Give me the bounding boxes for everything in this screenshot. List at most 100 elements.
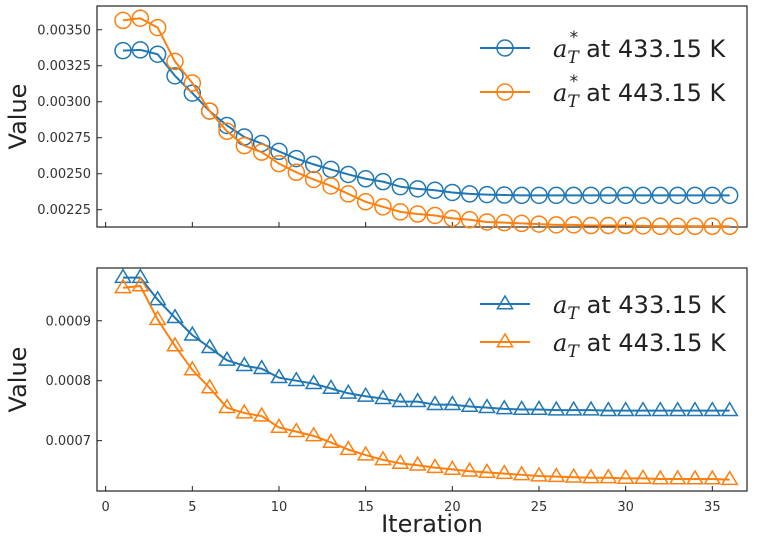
data-point: [720, 217, 739, 236]
data-point: [148, 45, 167, 63]
data-point: [703, 401, 722, 417]
legend-label: aT at 443.15 K: [553, 329, 727, 362]
data-point: [512, 400, 531, 416]
data-point: [668, 217, 687, 236]
data-point: [703, 469, 722, 485]
series-line: [122, 48, 730, 197]
data-point: [114, 278, 132, 294]
legend-entry: aT* at 443.15 K: [480, 72, 727, 112]
data-point: [114, 268, 132, 284]
data-point: [512, 186, 531, 205]
legend-marker: [496, 332, 514, 348]
legend-entry: aT at 443.15 K: [480, 329, 727, 362]
data-point: [148, 310, 167, 326]
data-point: [426, 181, 444, 200]
data-point: [391, 203, 410, 221]
data-point: [339, 185, 358, 203]
data-point: [686, 217, 704, 236]
data-point: [218, 350, 236, 366]
data-point: [599, 401, 618, 417]
y-tick-label: 0.00325: [37, 59, 91, 74]
data-point: [131, 276, 150, 292]
data-point: [582, 468, 600, 484]
data-point: [443, 209, 462, 228]
data-point: [564, 216, 583, 234]
data-point: [391, 392, 410, 408]
data-point: [235, 136, 254, 155]
y-tick-label: 0.00250: [37, 167, 91, 182]
data-point: [252, 406, 271, 422]
series-blue: [114, 268, 739, 417]
data-point: [443, 183, 462, 202]
data-point: [183, 360, 202, 376]
data-point: [356, 445, 375, 461]
series-orange: [114, 9, 739, 236]
data-point: [547, 400, 566, 416]
data-point: [512, 465, 531, 481]
data-point: [166, 336, 184, 352]
x-tick-label: 35: [704, 500, 721, 515]
data-point: [443, 459, 462, 475]
data-point: [686, 469, 704, 485]
data-point: [356, 386, 375, 402]
legend-marker: [496, 39, 514, 57]
data-point: [252, 143, 271, 161]
data-point: [183, 84, 202, 102]
y-tick-label: 0.00275: [37, 131, 91, 146]
data-point: [304, 374, 323, 390]
data-point: [183, 74, 202, 92]
data-point: [478, 398, 496, 414]
data-point: [131, 9, 150, 27]
data-point: [374, 389, 392, 405]
data-point: [512, 214, 531, 233]
data-point: [408, 180, 427, 198]
data-point: [270, 417, 288, 434]
data-point: [287, 422, 306, 438]
data-point: [148, 290, 167, 306]
data-point: [634, 217, 652, 235]
data-point: [270, 142, 288, 161]
data-point: [564, 400, 583, 416]
data-point: [564, 467, 583, 483]
bottom-panel: 0.0007 0.0008 0.0009 0 5 10 15 20 25 30 35 Value Ite…: [4, 267, 748, 538]
data-point: [114, 11, 132, 30]
data-point: [478, 213, 496, 231]
data-point: [287, 149, 306, 168]
y-tick-label: 0.0007: [46, 434, 92, 449]
data-point: [270, 154, 288, 173]
data-point: [339, 383, 358, 399]
data-point: [547, 186, 566, 205]
data-point: [304, 426, 323, 442]
top-axes-frame: [96, 5, 748, 228]
data-point: [686, 401, 704, 417]
data-point: [252, 359, 271, 375]
x-tick-label: 20: [444, 500, 461, 515]
data-point: [322, 177, 340, 195]
data-point: [322, 432, 340, 448]
data-point: [686, 186, 704, 205]
data-point: [235, 403, 254, 419]
y-axis-title: Value: [4, 84, 32, 150]
data-point: [218, 116, 236, 135]
data-point: [720, 470, 739, 486]
x-tick-label: 10: [271, 500, 288, 515]
data-point: [460, 461, 479, 477]
data-point: [616, 186, 635, 205]
legend-marker: [496, 83, 514, 101]
x-axis-title: Iteration: [381, 510, 483, 538]
data-point: [582, 186, 600, 205]
data-point: [634, 186, 652, 205]
data-point: [391, 177, 410, 196]
data-point: [356, 193, 375, 211]
data-point: [634, 401, 652, 417]
data-point: [668, 401, 687, 417]
series-orange: [114, 276, 739, 486]
y-tick-label: 0.0008: [46, 374, 92, 389]
data-point: [582, 400, 600, 416]
data-point: [270, 368, 288, 384]
data-point: [408, 392, 427, 408]
series-blue: [114, 41, 739, 205]
data-point: [114, 41, 132, 60]
data-point: [304, 155, 323, 174]
